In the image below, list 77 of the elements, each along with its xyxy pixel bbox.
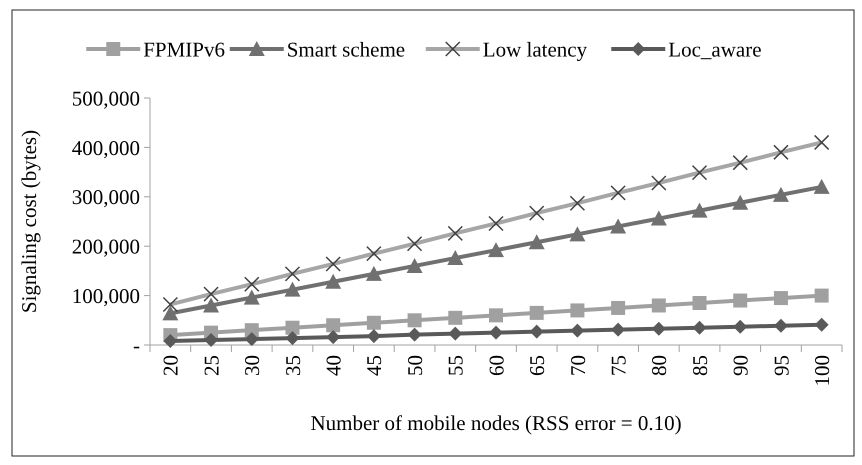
point [570,324,584,338]
x-tick-label: 40 [322,355,346,376]
point [203,297,220,312]
point [569,226,586,242]
point [732,194,748,210]
point [366,266,382,281]
y-tick-label: 500,000 [72,86,140,110]
point [163,334,178,348]
x-tick-label: 55 [444,355,468,376]
point [652,298,666,312]
point [448,310,462,325]
point [814,178,830,194]
x-axis-title: Number of mobile nodes (RSS error = 0.10) [310,411,682,435]
x-tick-label: 85 [688,355,712,376]
x-tick-label: 65 [525,355,550,376]
x-tick-label: 80 [647,355,672,376]
point [652,322,666,336]
x-tick-label: 30 [240,355,264,376]
point [692,320,707,335]
point [530,324,544,339]
legend-label: Loc_aware [668,37,762,62]
point [366,316,381,330]
point [326,318,340,332]
point [611,322,626,337]
x-tick-label: 75 [606,355,630,376]
y-tick-label: 200,000 [72,234,140,259]
point [570,303,584,318]
point [774,291,788,306]
point [733,320,748,334]
point [408,328,422,342]
point [650,210,667,226]
x-tick-label: 70 [566,355,590,376]
point [814,318,829,332]
point [528,234,545,250]
point [610,218,626,234]
point [204,333,218,348]
point [611,300,626,315]
point [284,282,300,297]
point [366,329,381,344]
x-tick-label: 50 [402,355,427,376]
legend-label: FPMIPv6 [143,37,225,62]
legend-label: Low latency [482,37,588,62]
y-tick-label: 100,000 [72,284,140,308]
point [488,242,504,258]
point [772,186,789,202]
point [733,294,748,308]
x-tick-label: 25 [199,355,224,376]
legend-label: Smart scheme [286,37,406,62]
x-tick-label: 100 [810,355,834,386]
x-tick-label: 45 [362,355,386,376]
point [285,331,300,346]
point [530,306,544,320]
point [406,258,423,273]
point [774,318,788,333]
y-axis-title: Signaling cost (bytes) [17,130,41,314]
point [814,288,829,303]
point [489,308,503,322]
point [692,296,707,310]
x-tick-label: 60 [484,355,508,376]
x-tick-label: 35 [280,355,305,376]
point [325,274,342,289]
y-tick-label: - [133,333,140,358]
x-tick-label: 20 [158,355,183,376]
x-tick-label: 95 [769,355,794,376]
point [244,290,260,305]
point [244,332,259,346]
point [285,320,300,335]
point [448,326,462,341]
point [489,326,503,340]
x-tick-label: 90 [728,355,753,376]
point [162,305,178,320]
y-tick-label: 400,000 [72,136,140,160]
point [408,313,422,328]
point [447,250,464,266]
y-tick-label: 300,000 [72,185,140,210]
point [326,330,340,344]
point [692,202,708,218]
